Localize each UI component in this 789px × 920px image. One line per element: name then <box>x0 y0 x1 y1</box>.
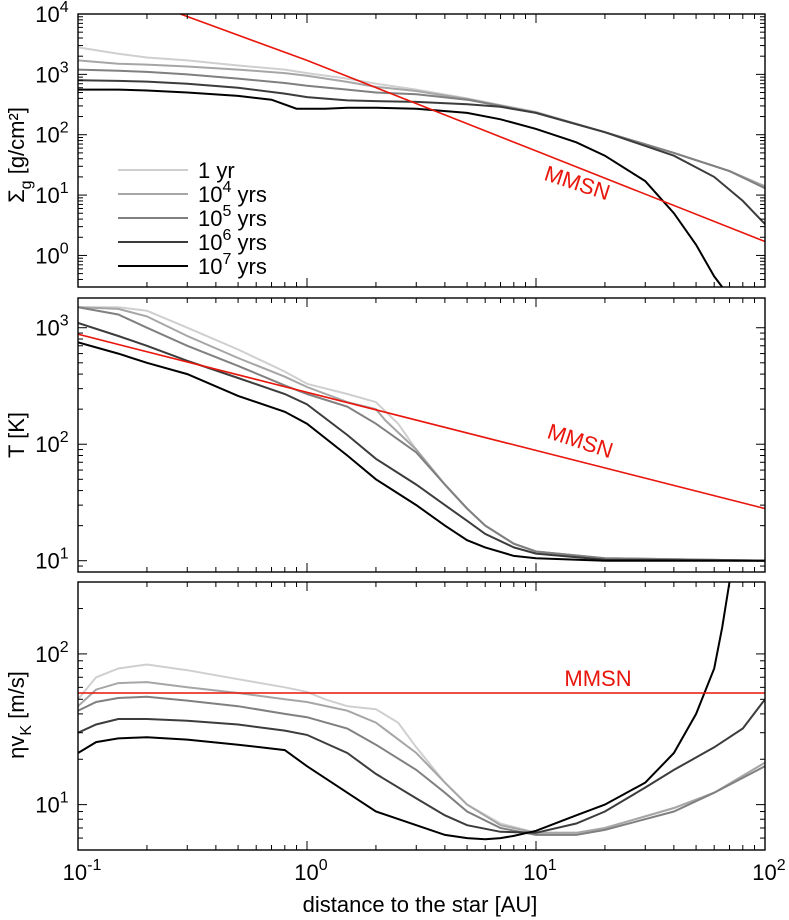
x-tick-label: 100 <box>294 857 327 885</box>
legend-label: 104 yrs <box>198 179 267 207</box>
series-line-1 <box>78 663 765 834</box>
series-line-1 <box>78 46 765 188</box>
y-tick-label: 104 <box>35 0 68 27</box>
panel-frame <box>77 297 766 573</box>
legend-label: 105 yrs <box>198 203 267 231</box>
panel-2: MMSN 101 102 103 T [K] <box>4 297 766 574</box>
series-line-4 <box>78 698 765 834</box>
series-line-5 <box>78 88 723 287</box>
y-tick-label: 101 <box>35 546 68 574</box>
y-tick-label: 102 <box>35 639 68 667</box>
legend-label: 107 yrs <box>198 251 267 279</box>
panel-frame <box>77 581 766 851</box>
y-tick-label: 102 <box>35 120 68 148</box>
x-tick-label: 102 <box>752 857 785 885</box>
y-axis-label: ηvK [m/s] <box>4 671 35 759</box>
y-tick-label: 102 <box>35 429 68 457</box>
legend-label: 106 yrs <box>198 227 267 255</box>
panel-frame <box>77 13 766 288</box>
series-line-2 <box>78 681 765 834</box>
series-line-3 <box>78 306 765 562</box>
x-tick-label: 101 <box>523 857 556 885</box>
y-tick-label: 101 <box>35 180 68 208</box>
y-tick-label: 101 <box>35 790 68 818</box>
y-tick-label: 100 <box>35 240 68 268</box>
series-line-1 <box>78 306 765 562</box>
mmsn-label: MMSN <box>544 419 616 464</box>
y-axis-label: Σg [g/cm²] <box>4 107 35 203</box>
y-tick-label: 103 <box>35 313 68 341</box>
mmsn-label: MMSN <box>564 666 631 691</box>
mmsn-line <box>180 14 765 243</box>
series-line-4 <box>78 79 765 225</box>
series-line-2 <box>78 59 765 188</box>
x-axis-label: distance to the star [AU] <box>303 892 538 917</box>
series-line-5 <box>78 582 731 841</box>
series-line-4 <box>78 321 765 562</box>
mmsn-line <box>78 333 765 510</box>
legend-label: 1 yr <box>198 158 235 183</box>
y-tick-label: 103 <box>35 59 68 87</box>
series-line-3 <box>78 695 765 836</box>
y-axis-label: T [K] <box>4 412 29 458</box>
series-line-2 <box>78 306 765 562</box>
x-tick-label: 10-1 <box>63 857 102 885</box>
series-line-5 <box>78 341 765 562</box>
